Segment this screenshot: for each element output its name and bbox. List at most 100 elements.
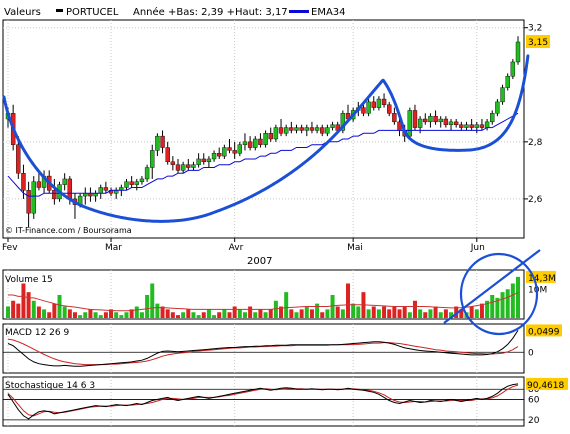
candle-body <box>258 138 263 145</box>
volume-bar <box>279 306 284 318</box>
candle-body <box>242 141 248 145</box>
candle-body <box>309 127 315 131</box>
price-series <box>5 36 521 228</box>
stochastic-k-line <box>7 383 519 420</box>
candle-body <box>417 118 423 128</box>
last-price-badge <box>526 34 550 48</box>
volume-bar <box>407 312 412 318</box>
stochastic-panel-frame <box>2 376 525 427</box>
candle-body <box>191 164 196 168</box>
volume-bar <box>474 309 479 318</box>
candle-body <box>314 127 320 131</box>
last-volume-badge <box>526 270 556 283</box>
volume-bar <box>402 306 407 318</box>
candle-body <box>150 150 155 168</box>
volume-bar <box>114 312 119 318</box>
volume-bar <box>248 306 253 318</box>
hand-drawn-annotations <box>2 53 541 336</box>
candle-body <box>304 127 309 131</box>
volume-bar <box>392 306 397 318</box>
volume-bar <box>26 292 31 318</box>
macd-signal-line <box>7 338 519 366</box>
volume-bar <box>52 303 57 318</box>
volume-bar <box>170 312 175 318</box>
volume-bar <box>454 306 459 318</box>
candle-body <box>448 121 454 125</box>
range-text: Année +Bas: 2,39 +Haut: 3,17 <box>133 6 288 18</box>
volume-bar <box>495 297 500 318</box>
volume-bar <box>263 312 268 318</box>
stochastic-y-tick-label: 20 <box>528 416 540 426</box>
volume-bar <box>191 312 196 318</box>
volume-bar <box>366 309 371 318</box>
volume-bar <box>273 300 278 318</box>
y-tick-label: 2,6 <box>528 195 543 205</box>
volume-bar <box>47 312 52 318</box>
candle-body <box>438 118 443 123</box>
volume-bar <box>505 289 510 318</box>
volume-bar <box>201 312 206 318</box>
last-volume-label: 14,3M <box>528 274 556 284</box>
volume-bar <box>490 295 495 318</box>
y-tick-label: 2,8 <box>528 138 543 148</box>
volume-bar <box>516 276 520 318</box>
volume-bar <box>103 312 108 318</box>
valeurs-label: Valeurs <box>4 7 41 18</box>
credit-text: © IT-Finance.com / Boursorama <box>5 226 132 235</box>
x-tick-label: Avr <box>229 243 244 253</box>
last-price-label: 3,15 <box>528 38 548 48</box>
volume-bar <box>206 309 211 318</box>
candle-body <box>103 187 109 191</box>
volume-bar <box>11 300 16 318</box>
x-tick-label: Jun <box>470 243 485 253</box>
volume-bar <box>376 309 381 318</box>
last-macd-badge <box>526 324 562 337</box>
volume-bar <box>196 315 201 318</box>
grid-lines <box>3 20 524 426</box>
macd-title: MACD 12 26 9 <box>5 328 69 338</box>
candle-body <box>366 101 371 114</box>
candle-body <box>160 135 165 148</box>
candle-body <box>392 113 397 123</box>
volume-average-line <box>8 292 519 312</box>
ema-line <box>7 112 519 197</box>
candle-body <box>407 110 413 137</box>
volume-bar <box>304 306 309 318</box>
volume-bar <box>438 312 443 318</box>
volume-bar <box>155 303 160 318</box>
volume-bar <box>181 312 186 318</box>
candle-body <box>217 153 222 157</box>
last-macd-label: 0,0499 <box>528 327 560 337</box>
volume-panel-frame <box>2 269 525 320</box>
candle-body <box>376 98 382 108</box>
candle-body <box>26 190 31 214</box>
volume-bar <box>42 309 47 318</box>
volume-bar <box>258 309 263 318</box>
volume-bar <box>176 315 180 318</box>
candle-body <box>299 127 304 131</box>
volume-bar <box>479 303 484 318</box>
volume-bar <box>145 295 150 318</box>
volume-bar <box>485 300 490 318</box>
candle-body <box>330 124 335 128</box>
candle-body <box>423 118 428 123</box>
candle-body <box>206 158 212 163</box>
candle-body <box>253 138 258 148</box>
price-legend-swatch <box>56 9 63 12</box>
volume-bar <box>500 292 505 318</box>
volume-series <box>6 276 520 318</box>
volume-bar <box>315 303 320 318</box>
candle-body <box>283 127 289 134</box>
candle-body <box>186 164 191 168</box>
candle-body <box>175 164 181 171</box>
ema-label: EMA34 <box>311 7 346 18</box>
volume-bar <box>325 309 330 318</box>
volume-bar <box>57 295 62 318</box>
x-tick-label: Mai <box>347 243 363 253</box>
macd-panel-frame <box>2 323 525 374</box>
candle-body <box>464 124 469 128</box>
candle-body <box>469 124 474 128</box>
volume-bar <box>443 309 448 318</box>
volume-bar <box>351 303 356 318</box>
